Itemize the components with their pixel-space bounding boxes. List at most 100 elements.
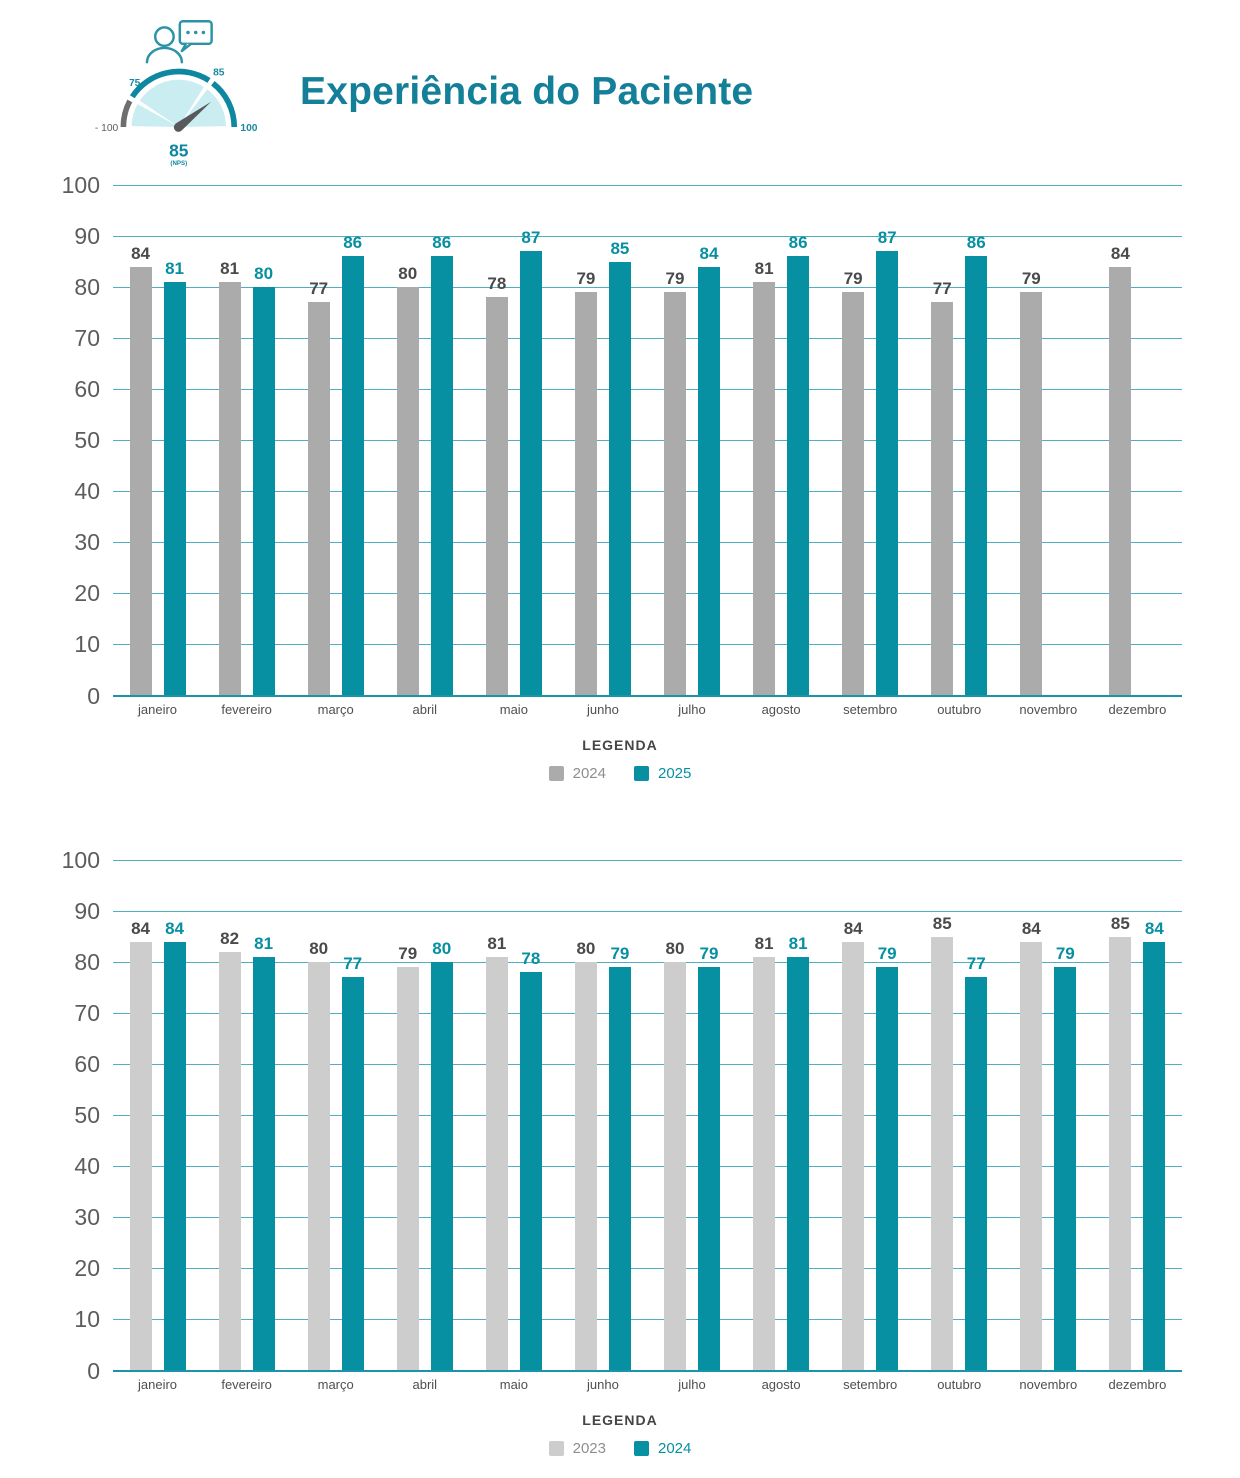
bar-slot: 79 — [876, 860, 899, 1370]
bar-value-label: 77 — [309, 279, 329, 299]
y-axis-tick: 100 — [61, 846, 100, 873]
y-axis-tick: 50 — [74, 426, 100, 453]
bar-2025-julho — [698, 266, 720, 695]
bar-slot — [1054, 185, 1076, 695]
bar-value-label: 80 — [432, 939, 452, 958]
gridline: 70 — [74, 325, 1182, 351]
nps-gauge: 75 85 - 100 100 85 (NPS) — [84, 12, 290, 168]
gridline: 80 — [74, 274, 1182, 300]
bar-slot: 77 — [341, 860, 364, 1370]
month-group: 80 86 — [380, 185, 469, 695]
bar-value-label: 80 — [254, 264, 274, 283]
bar-value-label: 80 — [576, 939, 596, 958]
bar-value-label: 87 — [877, 228, 897, 248]
bar-slot: 77 — [965, 860, 988, 1370]
bar-2025-janeiro — [163, 281, 186, 695]
y-axis-tick: 40 — [74, 1152, 100, 1179]
bar-slot: 80 — [664, 860, 686, 1370]
y-axis-tick: 50 — [74, 1101, 100, 1128]
x-axis-label: abril — [412, 1377, 438, 1392]
bar-2023-fevereiro — [218, 951, 241, 1370]
bar-value-label: 79 — [1021, 269, 1041, 289]
bar-value-label: 81 — [487, 933, 507, 953]
gauge-arc-gray — [120, 99, 133, 128]
gauge-arc-teal-right — [211, 81, 238, 128]
bar-slot: 84 — [698, 185, 720, 695]
legend-swatch — [548, 766, 564, 781]
gauge-arc — [120, 68, 238, 128]
bar-value-label: 86 — [966, 233, 986, 253]
bar-2024-outubro — [931, 302, 954, 695]
legend-title: LEGENDA — [582, 1412, 658, 1428]
bar-2025-maio — [519, 251, 542, 695]
month-group: 84 79 — [1004, 860, 1093, 1370]
bar-value-label: 81 — [788, 933, 808, 953]
x-axis-label: julho — [678, 702, 706, 717]
y-axis-tick: 30 — [74, 528, 100, 555]
bar-slot: 79 — [396, 860, 419, 1370]
bar-2024-maio — [519, 972, 542, 1370]
x-axis-label: julho — [678, 1377, 706, 1392]
bar-2025-outubro — [965, 256, 988, 695]
gridline: 90 — [74, 223, 1182, 249]
gridline: 40 — [74, 478, 1182, 504]
x-axis-label: outubro — [937, 1377, 982, 1392]
bar-2024-março — [341, 977, 364, 1370]
x-axis-label: junho — [587, 1377, 619, 1392]
bar-2023-outubro — [931, 936, 954, 1370]
x-axis-label: março — [317, 1377, 354, 1392]
bar-2024-fevereiro — [252, 956, 275, 1370]
speech-bubble-dots — [186, 30, 206, 35]
gauge-tick-85: 85 — [213, 68, 225, 79]
bar-value-label: 85 — [932, 913, 952, 933]
bar-slot: 79 — [664, 185, 686, 695]
legend-title: LEGENDA — [582, 737, 658, 753]
bar-value-label: 84 — [843, 918, 863, 938]
bar-2024-outubro — [965, 977, 988, 1370]
x-axis-label: fevereiro — [221, 702, 272, 717]
bar-2025-setembro — [876, 251, 899, 695]
gauge-unit: (NPS) — [170, 160, 187, 167]
gauge-value: 85 — [169, 141, 189, 161]
bar-slot: 81 — [163, 185, 186, 695]
month-group: 80 79 — [647, 860, 736, 1370]
legend-label: 2025 — [658, 765, 692, 782]
bar-slot: 78 — [519, 860, 542, 1370]
gauge-needle — [173, 101, 212, 132]
bar-2024-novembro — [1054, 967, 1077, 1370]
bar-slot: 77 — [931, 185, 954, 695]
bar-slot: 79 — [1054, 860, 1077, 1370]
legend-item-2025: 2025 — [634, 765, 691, 782]
y-axis-tick: 60 — [74, 1050, 100, 1077]
bar-2023-janeiro — [129, 941, 152, 1370]
month-group: 81 78 — [469, 860, 558, 1370]
bar-2023-novembro — [1020, 941, 1043, 1370]
bar-value-label: 84 — [131, 243, 150, 263]
person-shoulders-icon — [145, 46, 184, 64]
bar-value-label: 84 — [1144, 918, 1164, 938]
bar-2025-junho — [608, 261, 631, 695]
bar-slot: 81 — [485, 860, 508, 1370]
bar-value-label: 85 — [610, 238, 630, 258]
gauge-max-label: 100 — [240, 123, 257, 134]
bar-2024-abril — [396, 287, 419, 695]
y-axis-tick: 60 — [74, 375, 100, 402]
bar-value-label: 79 — [665, 269, 685, 289]
legend-swatch — [634, 1441, 649, 1456]
month-group: 77 86 — [291, 185, 380, 695]
bar-2023-março — [307, 962, 330, 1370]
legend-label: 2023 — [572, 1440, 606, 1457]
bar-slot: 82 — [218, 860, 241, 1370]
bars-layer: 84 81 81 80 77 86 80 86 78 87 79 85 79 84 81 86 79 87 77 86… — [113, 185, 1182, 695]
bar-2024-novembro — [1020, 292, 1043, 695]
bar-2023-julho — [664, 962, 686, 1370]
bar-value-label: 80 — [398, 264, 418, 283]
bar-2024-janeiro — [129, 266, 152, 695]
bar-slot: 79 — [842, 185, 865, 695]
legend-items: 2024 2025 — [0, 765, 1240, 782]
bar-slot: 80 — [430, 860, 453, 1370]
bar-value-label: 77 — [343, 954, 363, 974]
gridline: 100 — [62, 847, 1182, 873]
bar-slot: 81 — [218, 185, 241, 695]
x-axis-label: outubro — [937, 702, 982, 717]
